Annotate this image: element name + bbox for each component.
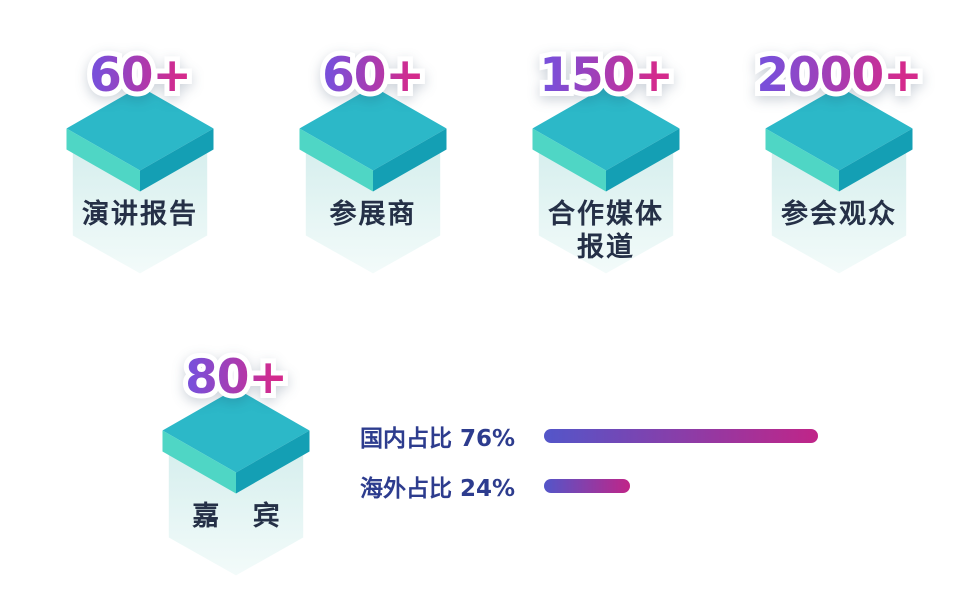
stat-card-attendees: 2000+ 参会观众 bbox=[739, 48, 939, 288]
stat-card-media: 150+ 合作媒体 报道 bbox=[506, 48, 706, 288]
stat-number: 60+ bbox=[322, 48, 425, 104]
stat-label-text: 演讲报告 bbox=[82, 199, 198, 230]
stat-label: 嘉 宾 bbox=[136, 500, 336, 533]
stat-value: 60+ bbox=[40, 48, 240, 104]
stats-row: 60+ 演讲报告 60+ 参展商 150+ 合作媒体 报道 bbox=[40, 48, 939, 288]
bar-row-domestic: 国内占比 76% bbox=[360, 420, 818, 452]
bar-row-overseas: 海外占比 24% bbox=[360, 470, 818, 502]
bottom-row: 80+ 嘉 宾 国内占比 76% 海外占比 24% bbox=[40, 350, 939, 590]
stat-label: 演讲报告 bbox=[40, 198, 240, 231]
stat-label-line2: 报道 bbox=[577, 232, 635, 263]
bar-overseas bbox=[544, 479, 631, 493]
cube-icon bbox=[299, 86, 447, 274]
stat-number: 2000+ bbox=[756, 48, 922, 104]
cube-icon bbox=[66, 86, 214, 274]
stat-label-text: 参会观众 bbox=[781, 199, 897, 230]
bar-domestic bbox=[544, 429, 818, 443]
cube-icon bbox=[765, 86, 913, 274]
stat-value: 150+ bbox=[506, 48, 706, 104]
bar-label-overseas: 海外占比 24% bbox=[360, 476, 516, 502]
stat-label-text: 参展商 bbox=[329, 199, 417, 230]
distribution-bar-chart: 国内占比 76% 海外占比 24% bbox=[360, 420, 818, 520]
bar-label-domestic: 国内占比 76% bbox=[360, 426, 516, 452]
stat-card-speeches: 60+ 演讲报告 bbox=[40, 48, 240, 288]
stat-number: 80+ bbox=[185, 350, 288, 406]
stat-card-exhibitors: 60+ 参展商 bbox=[273, 48, 473, 288]
stat-number: 150+ bbox=[539, 48, 673, 104]
stat-label: 参展商 bbox=[273, 198, 473, 231]
stat-value: 60+ bbox=[273, 48, 473, 104]
stat-label: 参会观众 bbox=[739, 198, 939, 231]
stat-label-line1: 合作媒体 bbox=[548, 199, 664, 230]
stat-value: 2000+ bbox=[739, 48, 939, 104]
stat-value: 80+ bbox=[136, 350, 336, 406]
cube-icon bbox=[162, 388, 310, 576]
stat-label-text: 嘉 宾 bbox=[192, 501, 292, 532]
stat-number: 60+ bbox=[89, 48, 192, 104]
stat-card-guests: 80+ 嘉 宾 bbox=[136, 350, 336, 590]
stat-label: 合作媒体 报道 bbox=[506, 198, 706, 264]
